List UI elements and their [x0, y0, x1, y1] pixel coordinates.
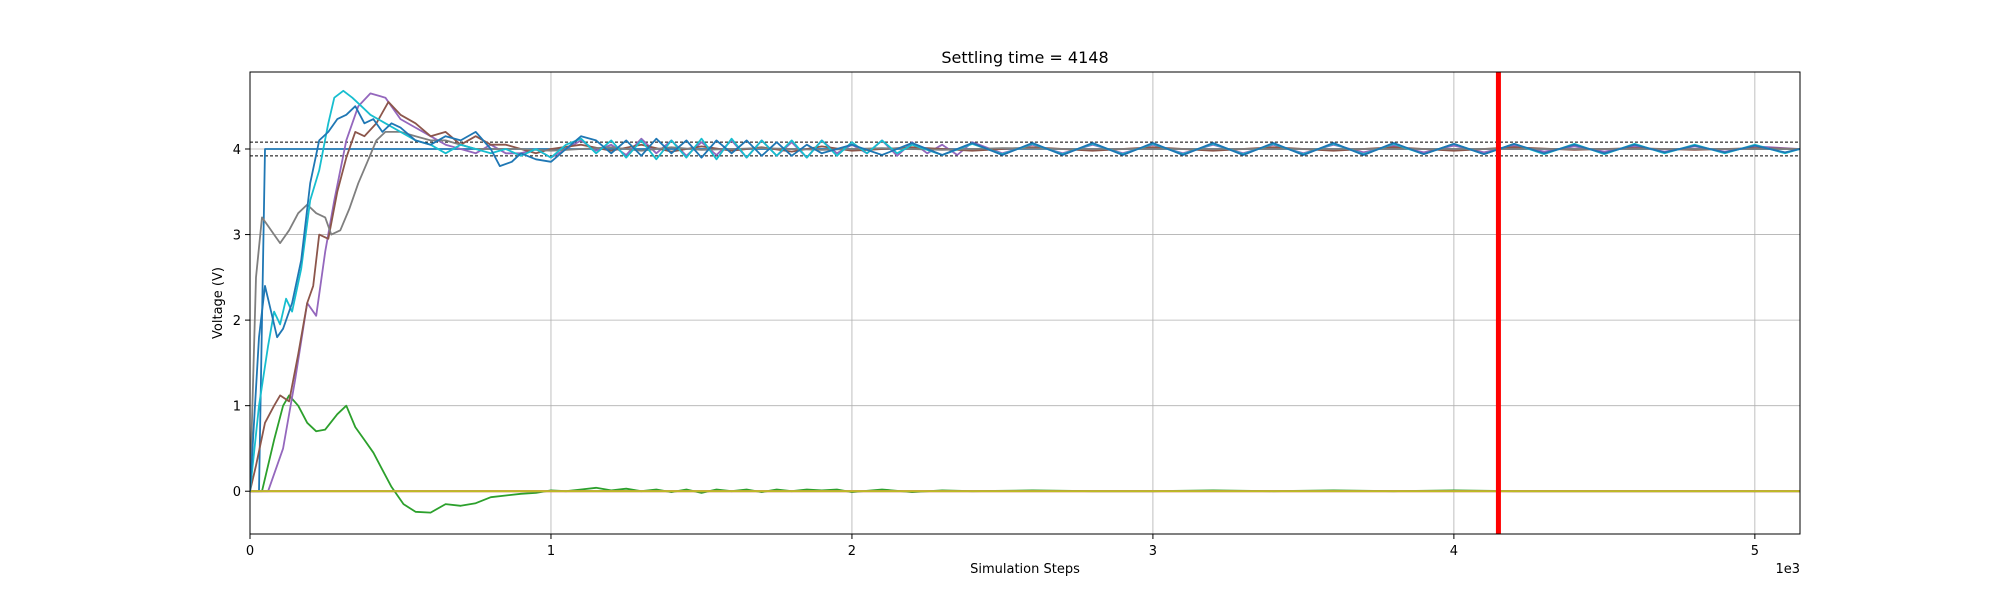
y-tick-label: 1 — [233, 400, 241, 415]
x-axis-offset-label: 1e3 — [1775, 562, 1800, 577]
x-tick-label: 5 — [1751, 544, 1759, 559]
y-tick-label: 4 — [233, 143, 241, 158]
series-group — [250, 89, 1800, 514]
x-tick-label: 4 — [1450, 544, 1458, 559]
series-line — [250, 130, 1800, 492]
y-axis-label: Voltage (V) — [211, 267, 226, 339]
x-tick-label: 0 — [246, 544, 254, 559]
y-tick-label: 3 — [233, 229, 241, 244]
plot-frame — [249, 71, 1801, 535]
tolerance-band — [250, 141, 1800, 157]
x-tick-label: 2 — [848, 544, 856, 559]
y-tick-label: 0 — [233, 485, 241, 500]
series-line — [250, 105, 1800, 492]
x-tick-label: 3 — [1149, 544, 1157, 559]
x-tick-label: 1 — [547, 544, 555, 559]
y-tick-label: 2 — [233, 314, 241, 329]
x-axis-label: Simulation Steps — [970, 562, 1080, 577]
chart-title: Settling time = 4148 — [941, 48, 1108, 67]
axis-ticks: 0 1 2 3 4 5 0 1 2 3 4 — [233, 143, 1759, 559]
